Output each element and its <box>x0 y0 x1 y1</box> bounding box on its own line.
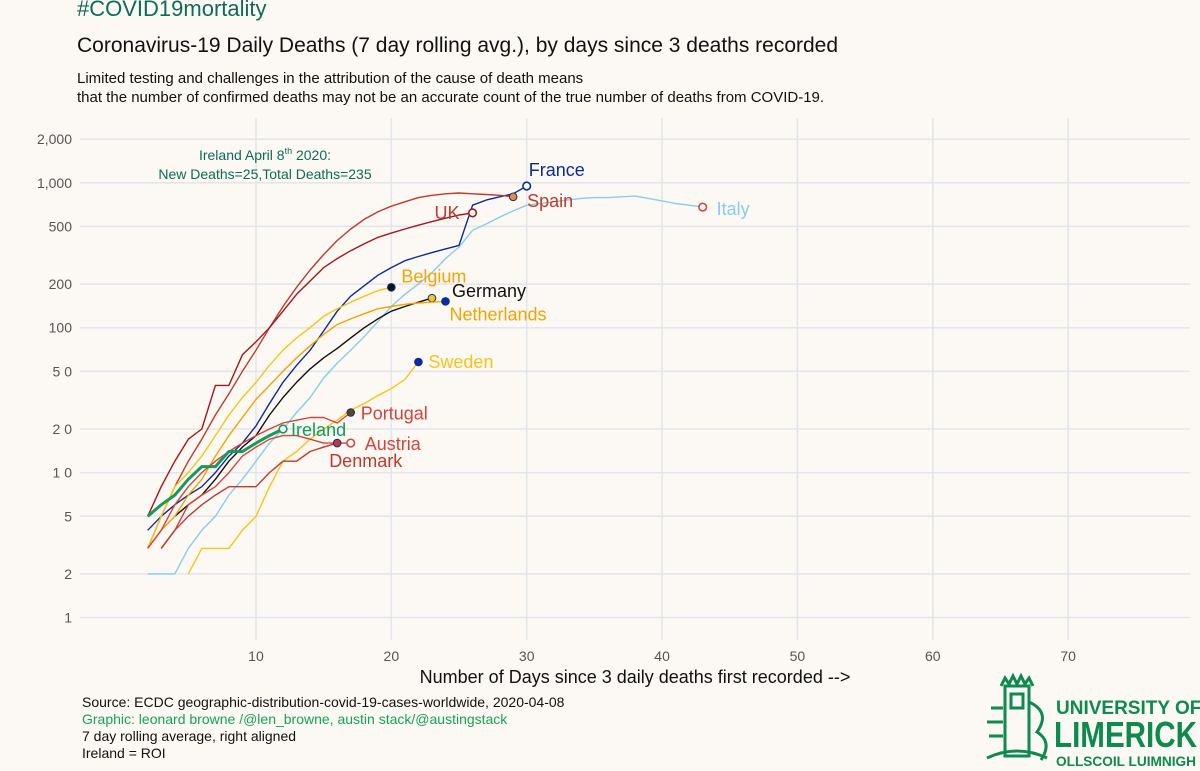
series-label-belgium: Belgium <box>401 266 466 286</box>
series-line-austria <box>160 434 351 549</box>
end-point-ireland <box>278 424 288 434</box>
series-line-denmark <box>160 442 338 549</box>
series-label-denmark: Denmark <box>329 451 403 471</box>
ireland-note: Ireland = ROI <box>82 745 166 761</box>
x-tick-label: 10 <box>248 648 264 664</box>
series-line-sweden <box>187 361 419 575</box>
ireland-annotation-line-2: New Deaths=25,Total Deaths=235 <box>158 166 371 182</box>
end-point-denmark <box>332 438 342 448</box>
end-point-spain <box>508 192 518 202</box>
footer: Source: ECDC geographic-distribution-cov… <box>82 694 564 762</box>
x-tick-label: 30 <box>519 648 535 664</box>
series-line-france <box>147 185 528 531</box>
y-tick-label: 1 <box>64 610 72 626</box>
y-tick-label: 500 <box>49 218 73 234</box>
subtitle-line-2: that the number of confirmed deaths may … <box>77 89 825 106</box>
end-point-uk <box>467 208 478 218</box>
x-tick-label: 50 <box>790 648 806 664</box>
y-tick-label: 2,000 <box>37 131 72 147</box>
end-point-belgium <box>387 283 396 292</box>
y-tick-label: 5 0 <box>53 363 73 379</box>
series-label-germany: Germany <box>452 281 526 301</box>
series-label-austria: Austria <box>365 434 422 454</box>
y-tick-label: 5 <box>64 508 72 524</box>
series-line-germany <box>174 297 433 517</box>
series-label-ireland: Ireland <box>291 420 346 440</box>
logo-line-1: UNIVERSITY OF <box>1056 698 1200 719</box>
end-point-italy <box>698 202 708 212</box>
logo-line-3: OLLSCOIL LUIMNIGH <box>1056 753 1196 769</box>
x-tick-label: 40 <box>654 648 670 664</box>
x-tick-label: 60 <box>925 648 941 664</box>
credit-line: Graphic: leonard browne /@len_browne, au… <box>82 711 508 727</box>
rolling-note: 7 day rolling average, right aligned <box>82 728 297 744</box>
series-line-spain <box>147 192 514 549</box>
series-line-italy <box>147 195 703 575</box>
chart-title: Coronavirus-19 Daily Deaths (7 day rolli… <box>77 34 839 57</box>
y-tick-label: 1,000 <box>37 175 72 191</box>
x-tick-label: 70 <box>1060 648 1076 664</box>
series-label-portugal: Portugal <box>361 403 428 423</box>
ireland-annotation-line-1: Ireland April 8th 2020: <box>199 146 331 163</box>
university-logo: UNIVERSITY OF LIMERICK OLLSCOIL LUIMNIGH <box>986 672 1200 769</box>
x-tick-label: 20 <box>384 648 400 664</box>
series-line-netherlands <box>147 300 446 549</box>
series-label-sweden: Sweden <box>428 352 493 372</box>
series-line-uk <box>147 212 473 517</box>
y-tick-label: 1 0 <box>53 465 73 481</box>
series-line-ireland <box>146 427 284 518</box>
source-note: Source: ECDC geographic-distribution-cov… <box>82 694 565 710</box>
y-tick-label: 200 <box>49 276 73 292</box>
end-point-portugal <box>346 408 356 417</box>
tower-crest-icon <box>986 672 1048 761</box>
end-point-sweden <box>414 357 423 367</box>
series-line-belgium <box>147 286 392 549</box>
series-label-italy: Italy <box>717 199 750 219</box>
end-point-netherlands <box>441 297 450 306</box>
end-point-france <box>522 181 532 191</box>
x-axis-label: Number of Days since 3 daily deaths firs… <box>420 667 851 687</box>
y-tick-label: 100 <box>49 320 73 336</box>
series-line-portugal <box>147 411 352 549</box>
subtitle-line-1: Limited testing and challenges in the at… <box>77 70 584 87</box>
y-tick-label: 2 <box>64 566 72 582</box>
series-label-spain: Spain <box>527 191 573 211</box>
end-point-germany <box>427 293 437 303</box>
end-point-austria <box>346 438 356 448</box>
logo-line-2: LIMERICK <box>1054 714 1197 755</box>
series-label-uk: UK <box>435 203 460 223</box>
series-label-france: France <box>529 160 585 180</box>
hashtag: #COVID19mortality <box>77 0 267 21</box>
series-label-netherlands: Netherlands <box>449 304 546 324</box>
y-tick-label: 2 0 <box>53 421 73 437</box>
grid <box>80 118 1190 640</box>
